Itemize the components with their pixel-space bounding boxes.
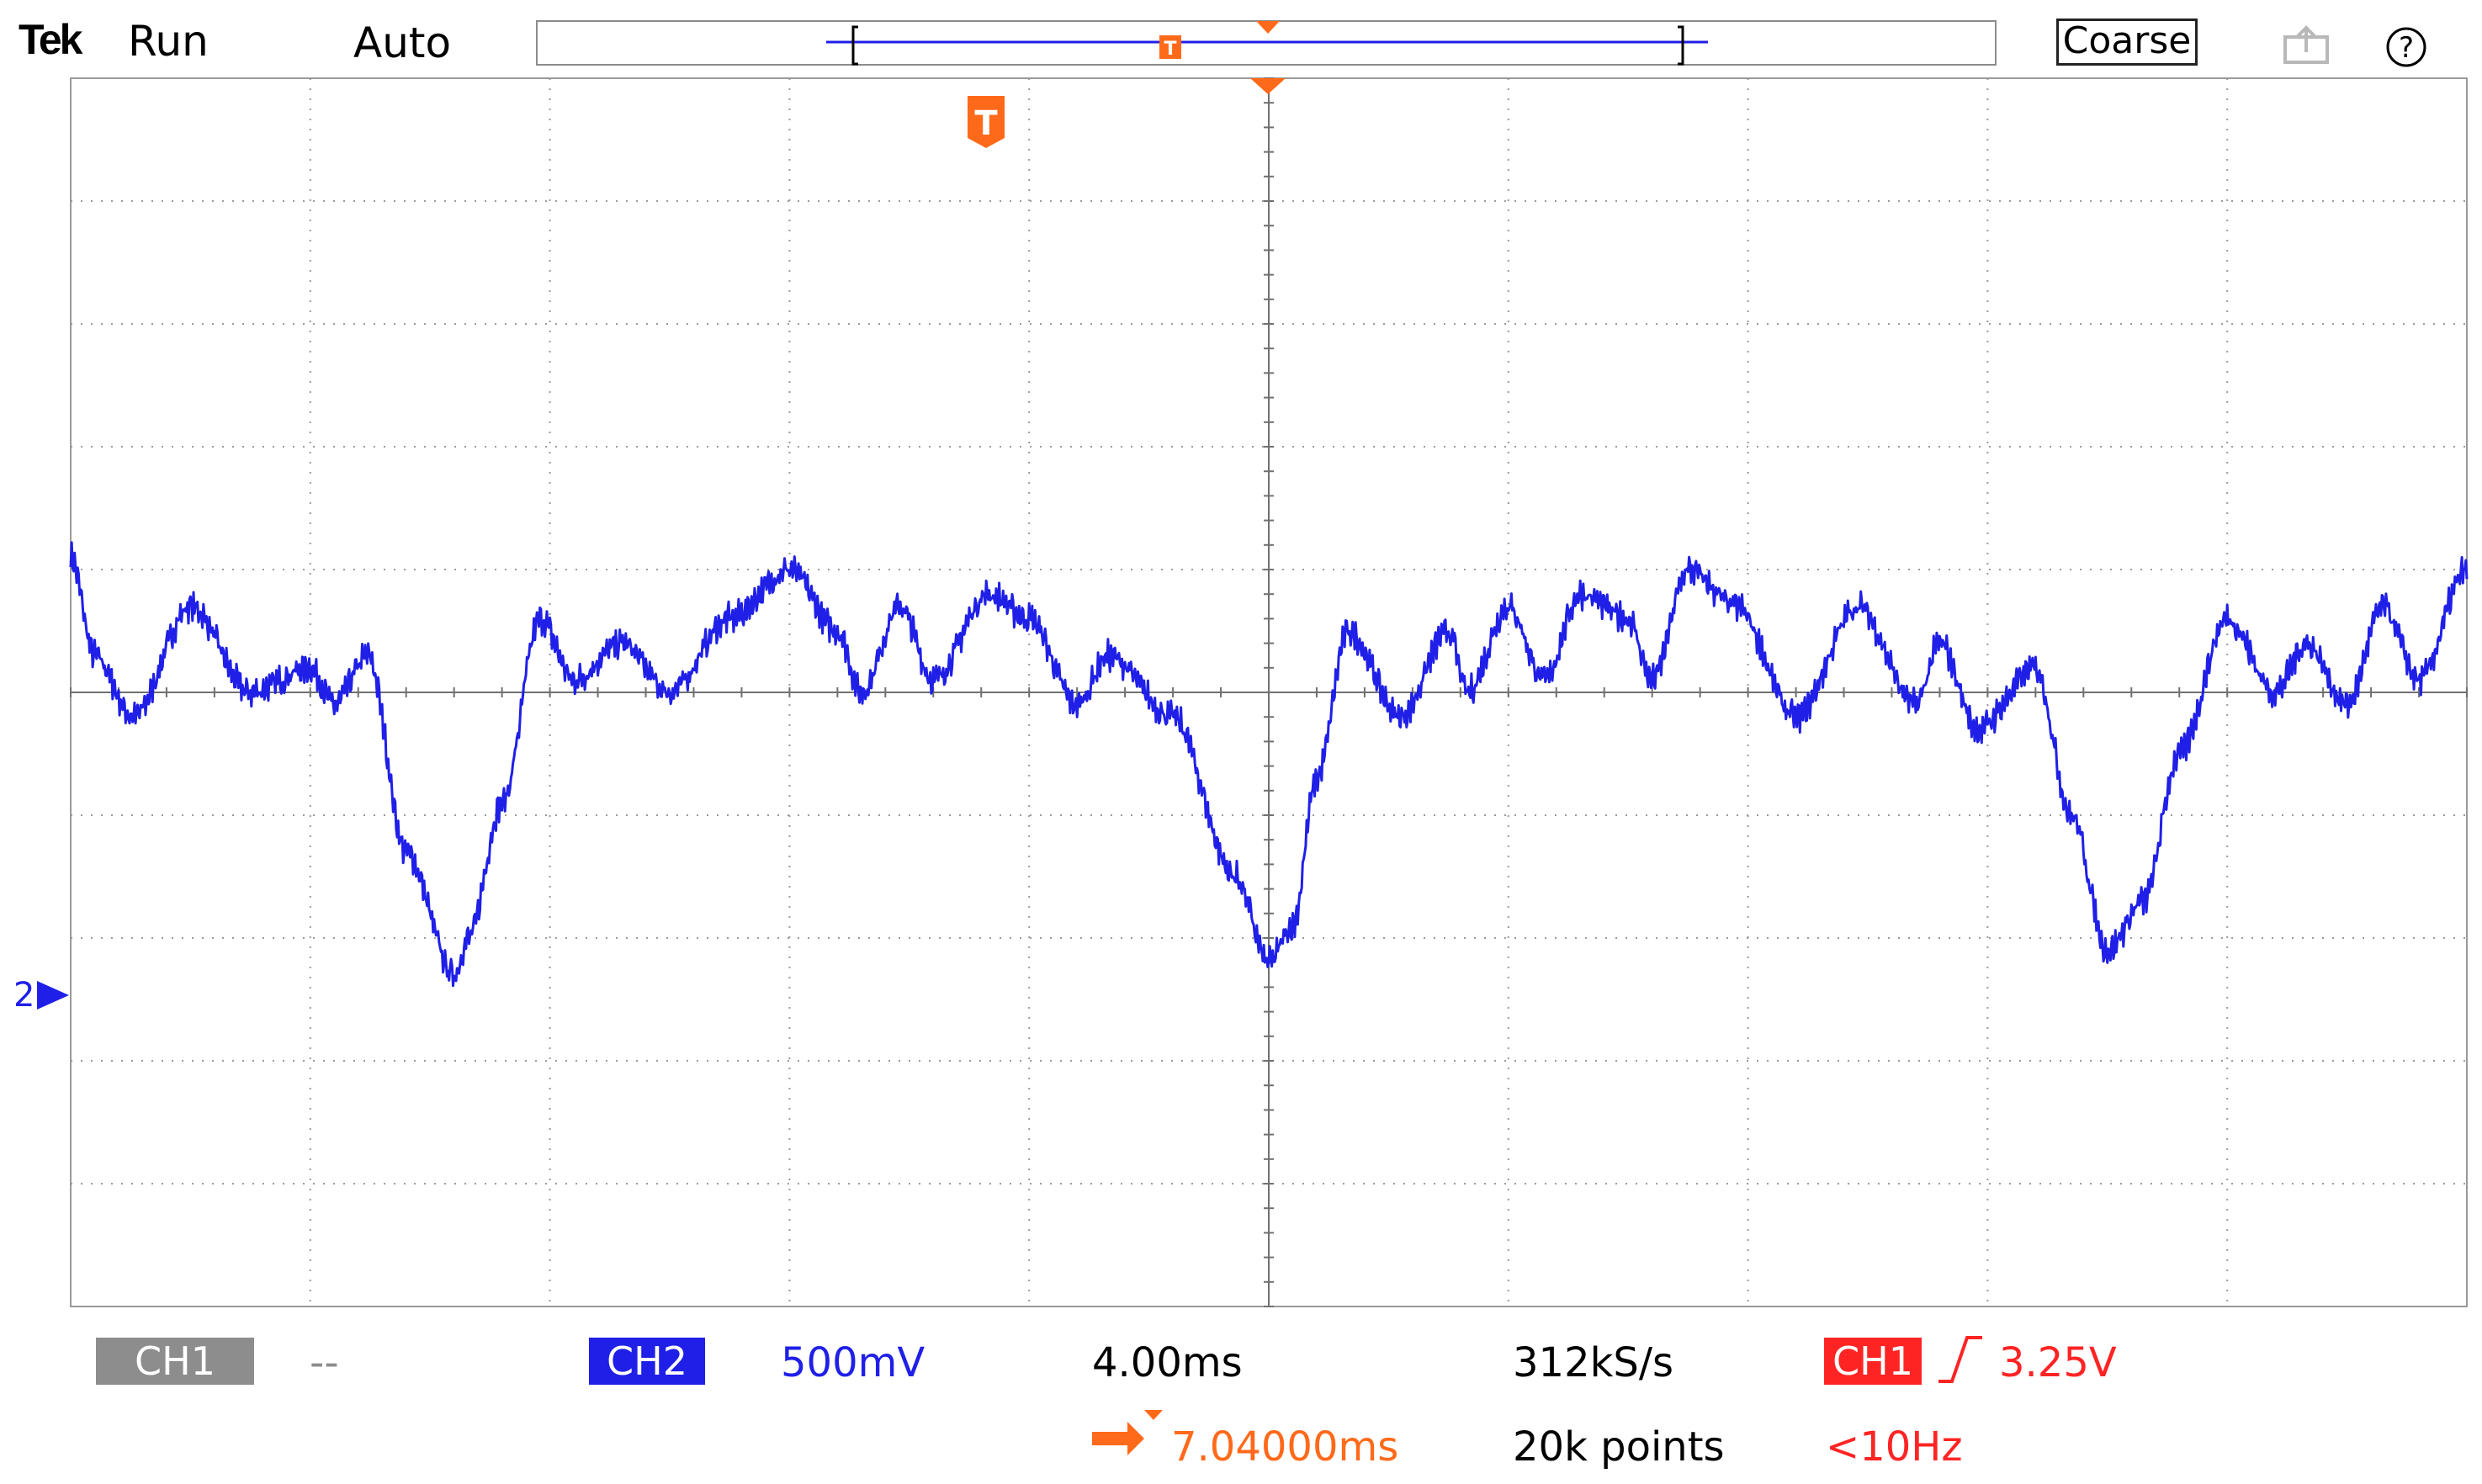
ch1-scale[interactable]: -- [310, 1339, 339, 1386]
horizontal-position-readout[interactable]: 7.04000ms [1171, 1423, 1399, 1471]
trigger-level-readout[interactable]: 3.25V [1999, 1339, 2117, 1386]
trigger-source-badge[interactable]: CH1 [1824, 1338, 1922, 1385]
ch1-badge[interactable]: CH1 [96, 1338, 254, 1385]
graticule [70, 77, 2468, 1307]
trigger-frequency-readout: <10Hz [1826, 1423, 1963, 1471]
brand-logo: Tek [19, 16, 82, 63]
ch2-waveform [69, 541, 2469, 988]
ch2-badge[interactable]: CH2 [589, 1338, 705, 1385]
trigger-mode[interactable]: Auto [353, 19, 452, 67]
svg-text:?: ? [2399, 31, 2414, 65]
trigger-marker-label: T [974, 104, 998, 143]
export-icon[interactable] [2282, 24, 2331, 66]
svg-text:T: T [1164, 39, 1176, 60]
acquisition-state[interactable]: Run [128, 17, 209, 66]
sample-rate-readout: 312kS/s [1513, 1339, 1674, 1386]
ch2-scale[interactable]: 500mV [781, 1339, 925, 1386]
timebase-readout[interactable]: 4.00ms [1092, 1339, 1243, 1386]
coarse-fine-button[interactable]: Coarse [2056, 19, 2198, 66]
ch2-ground-marker[interactable]: 2 [13, 976, 69, 1015]
help-icon[interactable]: ? [2383, 24, 2430, 71]
rising-edge-icon[interactable] [1935, 1333, 1986, 1386]
position-arrow-icon [1090, 1408, 1164, 1459]
ch2-marker-label: 2 [13, 976, 34, 1015]
horizontal-position-marker[interactable] [1250, 78, 1286, 94]
record-bar-markers: T [826, 21, 1708, 66]
record-length-readout: 20k points [1513, 1423, 1725, 1471]
trigger-position-marker[interactable]: T [968, 96, 1005, 148]
